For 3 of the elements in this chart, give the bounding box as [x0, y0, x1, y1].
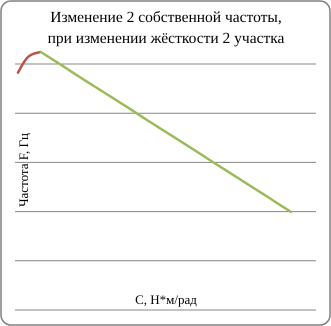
y-axis-title: Частота F, Гц [16, 133, 31, 207]
chart-title: Изменение 2 собственной частоты, при изменении жёсткости 2 участка [48, 9, 285, 47]
x-axis-title: С, Н*м/рад [135, 292, 198, 307]
